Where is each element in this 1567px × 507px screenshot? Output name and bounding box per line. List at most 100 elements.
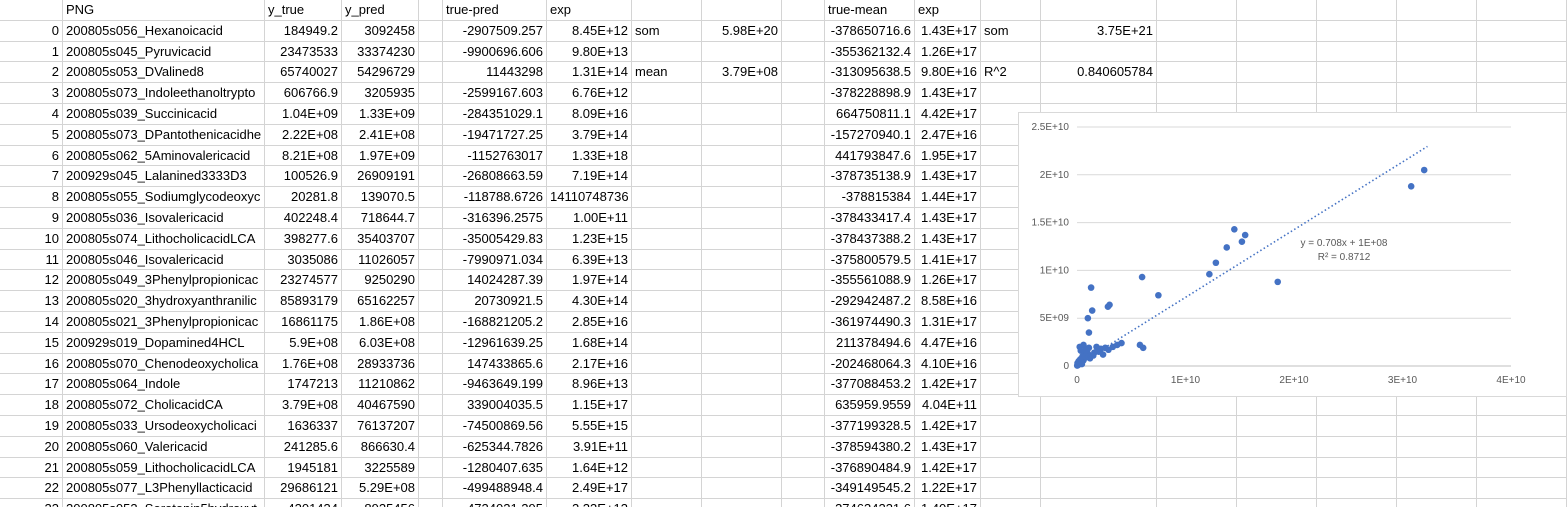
- r-squared-value[interactable]: 0.840605784: [1041, 62, 1157, 84]
- true-mean-cell[interactable]: -378594380.2: [825, 436, 915, 458]
- exp2-cell[interactable]: 1.22E+17: [915, 478, 981, 500]
- exp2-cell[interactable]: 1.41E+17: [915, 249, 981, 271]
- png-cell[interactable]: 200805s049_3Phenylpropionicac: [63, 270, 265, 292]
- value-cell[interactable]: [702, 270, 782, 292]
- exp-cell[interactable]: 8.96E+13: [547, 374, 632, 396]
- label2-cell[interactable]: [981, 83, 1041, 104]
- exp-cell[interactable]: 6.76E+12: [547, 83, 632, 104]
- value-cell[interactable]: [702, 166, 782, 188]
- exp-cell[interactable]: 3.79E+14: [547, 124, 632, 146]
- true-mean-cell[interactable]: -378815384: [825, 187, 915, 208]
- true-pred-cell[interactable]: -26808663.59: [443, 166, 547, 188]
- value-cell[interactable]: [702, 104, 782, 125]
- y-pred-cell[interactable]: 2.41E+08: [342, 124, 419, 146]
- empty-cell[interactable]: [419, 332, 443, 354]
- label-cell[interactable]: [632, 312, 702, 333]
- true-pred-cell[interactable]: 11443298: [443, 62, 547, 84]
- y-pred-cell[interactable]: 8925456: [342, 499, 419, 507]
- value-cell[interactable]: [702, 499, 782, 507]
- value2-cell[interactable]: [1041, 41, 1157, 63]
- exp-cell[interactable]: 8.09E+16: [547, 104, 632, 125]
- empty-cell[interactable]: [1317, 416, 1397, 437]
- true-mean-cell[interactable]: -374634231.6: [825, 499, 915, 507]
- value-cell[interactable]: [702, 124, 782, 146]
- row-index[interactable]: 0: [0, 20, 63, 42]
- y-pred-cell[interactable]: 40467590: [342, 395, 419, 416]
- value2-cell[interactable]: [1041, 395, 1157, 416]
- y-true-cell[interactable]: 8.21E+08: [265, 145, 342, 167]
- empty-cell[interactable]: [782, 83, 825, 104]
- label2-cell[interactable]: [981, 478, 1041, 500]
- empty-cell[interactable]: [782, 332, 825, 354]
- y-true-cell[interactable]: 1636337: [265, 416, 342, 437]
- exp-cell[interactable]: 2.85E+16: [547, 312, 632, 333]
- exp-cell[interactable]: 1.68E+14: [547, 332, 632, 354]
- index-header[interactable]: [0, 0, 63, 21]
- empty-cell[interactable]: [702, 0, 782, 21]
- scatter-chart[interactable]: 0 5E+09 1E+10 1.5E+10 2E+10 2.5E+10 0 1E+10 2E+1…: [1018, 112, 1567, 397]
- empty-cell[interactable]: [1157, 0, 1237, 21]
- true-mean-cell[interactable]: -378433417.4: [825, 208, 915, 229]
- png-cell[interactable]: 200805s072_CholicacidCA: [63, 395, 265, 416]
- empty-cell[interactable]: [1317, 478, 1397, 500]
- exp-cell[interactable]: 2.23E+13: [547, 499, 632, 507]
- value-cell[interactable]: [702, 395, 782, 416]
- y-true-cell[interactable]: 402248.4: [265, 208, 342, 229]
- value-cell[interactable]: [702, 416, 782, 437]
- label2-cell[interactable]: [981, 436, 1041, 458]
- empty-cell[interactable]: [782, 228, 825, 250]
- empty-cell[interactable]: [782, 145, 825, 167]
- empty-cell[interactable]: [782, 124, 825, 146]
- empty-cell[interactable]: [1317, 20, 1397, 42]
- row-index[interactable]: 7: [0, 166, 63, 188]
- empty-cell[interactable]: [1397, 20, 1477, 42]
- true-mean-cell[interactable]: -157270940.1: [825, 124, 915, 146]
- row-index[interactable]: 16: [0, 353, 63, 375]
- true-pred-cell[interactable]: -7990971.034: [443, 249, 547, 271]
- value2-cell[interactable]: [1041, 457, 1157, 479]
- true-pred-cell[interactable]: -625344.7826: [443, 436, 547, 458]
- empty-cell[interactable]: [782, 353, 825, 375]
- value2-cell[interactable]: [1041, 499, 1157, 507]
- empty-cell[interactable]: [419, 291, 443, 312]
- row-index[interactable]: 15: [0, 332, 63, 354]
- y-pred-cell[interactable]: 11210862: [342, 374, 419, 396]
- row-index[interactable]: 23: [0, 499, 63, 507]
- true-pred-cell[interactable]: 14024287.39: [443, 270, 547, 292]
- true-mean-cell[interactable]: -361974490.3: [825, 312, 915, 333]
- empty-cell[interactable]: [1237, 499, 1317, 507]
- png-cell[interactable]: 200805s056_Hexanoicacid: [63, 20, 265, 42]
- empty-cell[interactable]: [782, 436, 825, 458]
- empty-cell[interactable]: [1317, 83, 1397, 104]
- true-mean-cell[interactable]: 635959.9559: [825, 395, 915, 416]
- row-index[interactable]: 1: [0, 41, 63, 63]
- png-cell[interactable]: 200929s019_Dopamined4HCL: [63, 332, 265, 354]
- true-pred-cell[interactable]: 20730921.5: [443, 291, 547, 312]
- y-true-cell[interactable]: 16861175: [265, 312, 342, 333]
- y-pred-cell[interactable]: 6.03E+08: [342, 332, 419, 354]
- true-mean-cell[interactable]: -376890484.9: [825, 457, 915, 479]
- empty-cell[interactable]: [1477, 499, 1567, 507]
- label-cell[interactable]: [632, 353, 702, 375]
- empty-cell[interactable]: [419, 83, 443, 104]
- empty-cell[interactable]: [419, 249, 443, 271]
- png-cell[interactable]: 200805s033_Ursodeoxycholicaci: [63, 416, 265, 437]
- empty-cell[interactable]: [782, 249, 825, 271]
- row-index[interactable]: 10: [0, 228, 63, 250]
- empty-cell[interactable]: [1477, 395, 1567, 416]
- png-cell[interactable]: 200805s036_Isovalericacid: [63, 208, 265, 229]
- exp-cell[interactable]: 1.15E+17: [547, 395, 632, 416]
- exp2-cell[interactable]: 4.10E+16: [915, 353, 981, 375]
- r-squared-label[interactable]: R^2: [981, 62, 1041, 84]
- y-true-cell[interactable]: 4201434: [265, 499, 342, 507]
- exp2-cell[interactable]: 1.43E+17: [915, 436, 981, 458]
- png-cell[interactable]: 200805s020_3hydroxyanthranilic: [63, 291, 265, 312]
- label-cell[interactable]: [632, 187, 702, 208]
- empty-cell[interactable]: [419, 395, 443, 416]
- y-pred-cell[interactable]: 11026057: [342, 249, 419, 271]
- y-true-cell[interactable]: 3.79E+08: [265, 395, 342, 416]
- som-label[interactable]: som: [632, 20, 702, 42]
- som2-value[interactable]: 3.75E+21: [1041, 20, 1157, 42]
- label-cell[interactable]: [632, 457, 702, 479]
